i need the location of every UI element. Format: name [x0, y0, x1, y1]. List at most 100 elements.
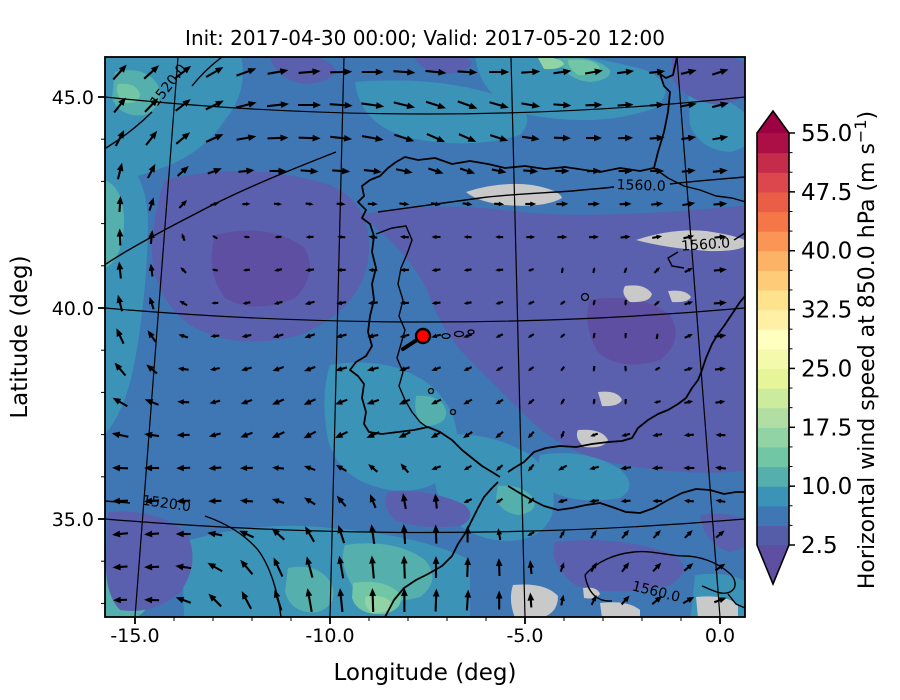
wind-arrow-head [367, 333, 374, 339]
wind-arrow-head [589, 498, 595, 504]
wind-arrow-head [686, 530, 693, 537]
wind-arrow-head [144, 596, 153, 604]
wind-arrow-head [621, 432, 627, 437]
colorbar-label: Horizontal wind speed at 850.0 hPa (m s−… [851, 111, 880, 589]
wind-arrow-head [177, 399, 184, 405]
wind-arrow-head [591, 595, 597, 602]
wind-arrow-head [527, 499, 533, 504]
wind-arrow-shaft [330, 70, 347, 74]
wind-arrow-shaft [371, 529, 376, 545]
wind-arrow-head [177, 366, 185, 372]
wind-quiver-arrows [111, 64, 729, 613]
wind-arrow-head [432, 524, 440, 533]
wind-arrow-head [438, 68, 447, 76]
wind-arrow-head [655, 300, 660, 305]
wind-arrow-head [400, 463, 407, 471]
wind-arrow-shaft [275, 594, 283, 611]
wind-arrow-head [407, 68, 416, 76]
wind-arrow-head [431, 465, 438, 470]
colorbar [756, 109, 795, 587]
wind-arrow-head [464, 589, 472, 598]
colorbar-band [757, 388, 789, 409]
wind-arrow-head [336, 465, 344, 471]
wind-arrow-head [499, 135, 509, 142]
wind-arrow-head [148, 197, 155, 206]
wind-arrow-head [562, 68, 572, 76]
wind-arrow-head [432, 493, 440, 502]
wind-arrow-head [398, 432, 407, 438]
wind-arrow-head [715, 432, 721, 438]
wind-arrow-head [310, 167, 319, 175]
wind-arrow-shaft [521, 70, 535, 74]
wind-arrow-head [180, 267, 185, 272]
wind-arrow-head [248, 101, 257, 108]
wind-arrow-head [372, 201, 378, 207]
wind-arrow-shaft [361, 135, 378, 140]
wind-arrow-shaft [394, 133, 410, 141]
colorbar-tick-labels: 55.0 47.5 40.0 32.5 25.0 17.5 10.0 2.5 [801, 121, 852, 559]
wind-arrow-head [240, 399, 248, 405]
wind-arrow-shaft [236, 136, 251, 141]
x-tick-labels: -15.0 -10.0 -5.0 0.0 [110, 625, 735, 647]
wind-arrow-head [495, 432, 502, 439]
x-tick-label: 0.0 [705, 625, 735, 647]
wind-arrow-head [178, 333, 185, 339]
wind-arrow-head [687, 267, 693, 273]
wind-arrow-head [148, 163, 156, 173]
wind-arrow-head [434, 167, 444, 175]
wind-arrow-head [463, 432, 470, 439]
wind-arrow-shaft [403, 561, 406, 579]
wind-arrow-head [116, 196, 124, 205]
wind-arrow-head [401, 493, 408, 502]
wind-arrow-head [313, 101, 322, 109]
wind-arrow-shaft [243, 595, 253, 610]
wind-arrow-head [210, 333, 216, 339]
wind-arrow-head [620, 498, 627, 504]
wind-arrow-head [651, 465, 658, 471]
wind-arrow-head [652, 498, 658, 504]
wind-arrow-head [369, 524, 376, 533]
wind-arrow-shaft [393, 70, 410, 74]
wind-arrow-head [279, 68, 289, 75]
wind-arrow-head [274, 235, 279, 239]
contour-label: 1520.0 [141, 493, 192, 516]
wind-arrow-head [463, 235, 469, 239]
wind-arrow-head [687, 301, 694, 306]
wind-arrow-head [242, 268, 247, 272]
wind-arrow-head [399, 300, 405, 306]
wind-arrow-head [719, 267, 727, 274]
wind-arrow-head [180, 200, 188, 207]
wind-arrow-head [303, 431, 312, 439]
wind-arrow-shaft [307, 561, 314, 578]
wind-arrow-head [213, 168, 222, 175]
wind-arrow-head [431, 234, 437, 240]
wind-arrow-shaft [553, 70, 566, 75]
wind-arrow-head [209, 432, 217, 438]
wind-arrow-head [335, 333, 343, 339]
wind-arrow-shaft [371, 561, 375, 579]
wind-arrow-head [369, 588, 377, 597]
wind-arrow-head [593, 167, 601, 175]
wind-arrow-head [719, 200, 728, 208]
wind-arrow-head [532, 68, 541, 76]
y-tick-label: 45.0 [52, 87, 94, 109]
wind-arrow-head [112, 563, 121, 571]
wind-arrow-head [624, 267, 627, 271]
wind-arrow-head [463, 366, 469, 371]
wind-arrow-head [401, 588, 408, 596]
wind-arrow-shaft [425, 69, 441, 74]
contour-label: 1560.0 [616, 177, 666, 195]
wind-arrow-head [375, 135, 384, 142]
wind-arrow-head [336, 300, 343, 306]
wind-arrow-head [366, 431, 375, 438]
wind-arrow-shaft [465, 595, 469, 611]
wind-arrow-shaft [235, 102, 252, 109]
wind-arrow-head [118, 97, 126, 106]
wind-arrow-head [593, 234, 599, 240]
wind-arrow-head [303, 366, 312, 372]
colorbar-band [757, 191, 789, 213]
wind-arrow-head [625, 68, 635, 76]
wind-arrow-shaft [457, 100, 473, 108]
wind-arrow-head [214, 134, 224, 141]
wind-arrow-head [403, 201, 410, 207]
